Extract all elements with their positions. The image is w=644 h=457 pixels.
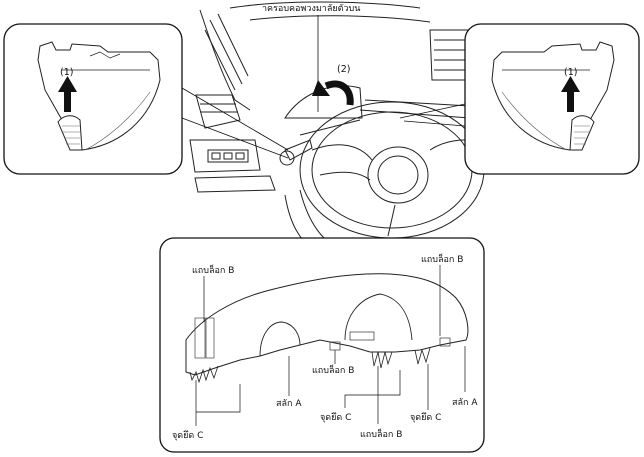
left-inset: (1) <box>3 23 289 175</box>
callout-tab-b-top-right: แถบล็อก B <box>421 252 463 265</box>
step-label-rotate: (2) <box>337 64 350 75</box>
bottom-detail: แถบล็อก B แถบล็อก B แถบล็อก B สลัก A สลั… <box>159 237 485 453</box>
rotate-arrow-icon <box>312 80 354 106</box>
arrow-up-icon <box>58 76 77 112</box>
callout-tab-b-top-left: แถบล็อก B <box>192 263 234 276</box>
arrow-up-icon <box>561 76 580 112</box>
step-label-lift-left: (1) <box>60 67 73 78</box>
right-inset: (1) <box>399 23 640 175</box>
callout-point-c-center: จุดยึด C <box>320 412 351 423</box>
callout-point-c-right: จุดยึด C <box>410 412 441 423</box>
callout-tab-b-bottom: แถบล็อก B <box>360 427 402 440</box>
callout-clip-a-left: สลัก A <box>276 399 302 409</box>
callout-point-c-left: จุดยึด C <box>172 430 203 441</box>
top-caption: าครอบคอพวงมาลัยตัวบน <box>262 4 360 14</box>
callout-tab-b-center: แถบล็อก B <box>312 363 354 376</box>
step-label-lift-right: (1) <box>564 67 577 78</box>
callout-clip-a-right: สลัก A <box>452 398 478 408</box>
dashboard-illustration <box>189 1 485 253</box>
